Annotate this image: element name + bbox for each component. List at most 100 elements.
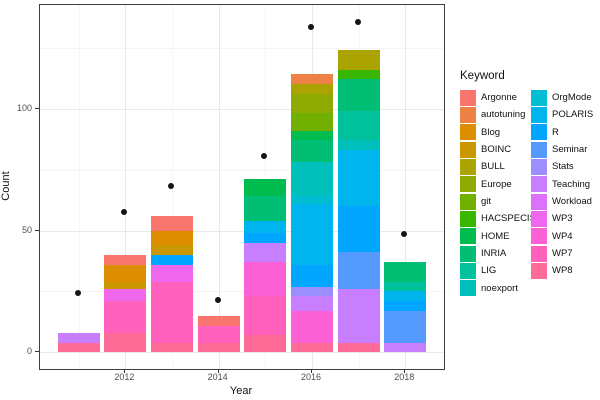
legend-swatch-HOME [460,228,476,245]
legend-swatch-WP7 [531,245,547,262]
legend-item-POLARIS: POLARIS [531,106,593,123]
bar-segment-WP4 [290,310,333,343]
bar-segment-WP4 [244,262,287,297]
legend-label: HOME [481,230,510,242]
legend-item-WP3: WP3 [531,210,593,227]
legend-swatch-Europe [460,176,476,193]
bar-segment-git [290,113,333,131]
y-tick-mark [35,229,39,231]
bar-segment-autotuning [290,74,333,85]
bar-segment-WP8 [57,342,100,353]
bar-segment-Seminar [337,252,380,290]
x-tick-label: 2018 [394,372,415,382]
legend-label: Workload [552,196,592,208]
legend-label: BULL [481,161,505,173]
legend-item-WP4: WP4 [531,228,593,245]
bar-segment-Argonne [104,254,147,265]
y-tick-label: 100 [16,102,32,113]
legend-column: OrgMode POLARIS R Seminar Stats Teaching Workl… [531,89,593,280]
y-tick-label: 0 [26,346,32,357]
bar-segment-INRIA [290,140,333,163]
x-tick-label: 2016 [300,372,321,382]
gridline-minor-y [40,47,444,49]
legend-item-HOME: HOME [460,228,536,245]
bar-segment-R [337,206,380,253]
legend-label: Blog [481,126,501,138]
bar-segment-WP7 [151,281,194,343]
bar-segment-R [151,254,194,265]
legend-item-INRIA: INRIA [460,245,536,262]
legend-item-HACSPECIS: HACSPECIS [460,210,536,227]
legend-label: BOINC [481,144,512,156]
gridline-minor-y [40,169,444,171]
legend-swatch-INRIA [460,245,476,262]
bar-segment-R [244,232,287,243]
legend-item-WP7: WP7 [531,245,593,262]
legend-swatch-WP8 [531,262,547,279]
bar-segment-WP7 [244,296,287,336]
legend-swatch-Argonne [460,89,476,106]
legend-label: Teaching [552,178,591,190]
y-tick-mark [35,107,39,109]
legend-swatch-Teaching [531,176,547,193]
legend-item-git: git [460,193,536,210]
data-point [168,182,175,189]
x-tick-label: 2014 [207,372,228,382]
bar-segment-WP7 [197,325,240,343]
legend-item-BOINC: BOINC [460,141,536,158]
bar-segment-Seminar [384,310,427,343]
legend-label: WP3 [552,213,573,225]
legend-label: POLARIS [552,109,594,121]
y-tick-label: 50 [21,224,32,235]
bar-segment-noexport [337,140,380,151]
data-point [307,24,314,31]
bar-segment-POLARIS [290,203,333,265]
gridline-minor-y [40,291,444,293]
legend-item-Stats: Stats [531,158,593,175]
x-tick-mark [124,369,126,373]
legend-label: HACSPECIS [481,213,536,225]
legend-item-autotuning: autotuning [460,106,536,123]
legend-swatch-Workload [531,193,547,210]
legend-item-Argonne: Argonne [460,89,536,106]
legend-swatch-autotuning [460,106,476,123]
x-tick-mark [404,369,406,373]
bar-segment-LIG [337,111,380,141]
legend-label: INRIA [481,248,507,260]
gridline-major-x [405,5,407,369]
legend-swatch-POLARIS [531,106,547,123]
bar-segment-WP8 [290,342,333,353]
legend-swatch-Blog [460,124,476,141]
bar-segment-WP8 [337,342,380,353]
data-point [74,289,81,296]
gridline-major-y [40,108,444,110]
legend-label: WP4 [552,230,573,242]
bar-segment-Teaching [57,332,100,343]
legend-item-OrgMode: OrgMode [531,89,593,106]
bar-segment-BULL [337,50,380,70]
bar-segment-noexport [290,162,333,197]
legend-label: git [481,196,492,208]
bar-segment-WP8 [197,342,240,353]
bar-segment-POLARIS [384,291,427,302]
legend-item-Seminar: Seminar [531,141,593,158]
bar-segment-INRIA [337,79,380,112]
legend-swatch-OrgMode [531,89,547,106]
legend-label: LIG [481,265,497,277]
legend-item-Blog: Blog [460,124,536,141]
bar-segment-INRIA [244,196,287,221]
legend-label: Seminar [552,144,588,156]
legend-label: Stats [552,161,574,173]
legend-swatch-noexport [460,280,476,297]
x-tick-mark [310,369,312,373]
legend-item-R: R [531,124,593,141]
legend-label: R [552,126,559,138]
data-point [401,231,408,238]
legend-column: Argonne autotuning Blog BOINC BULL Europe git H… [460,89,536,297]
bar-segment-WP7 [104,301,147,333]
legend-label: Argonne [481,92,517,104]
bar-segment-Stats [290,286,333,297]
legend-swatch-R [531,124,547,141]
gridline-minor-x [78,5,80,369]
x-axis-title: Year [229,385,253,397]
